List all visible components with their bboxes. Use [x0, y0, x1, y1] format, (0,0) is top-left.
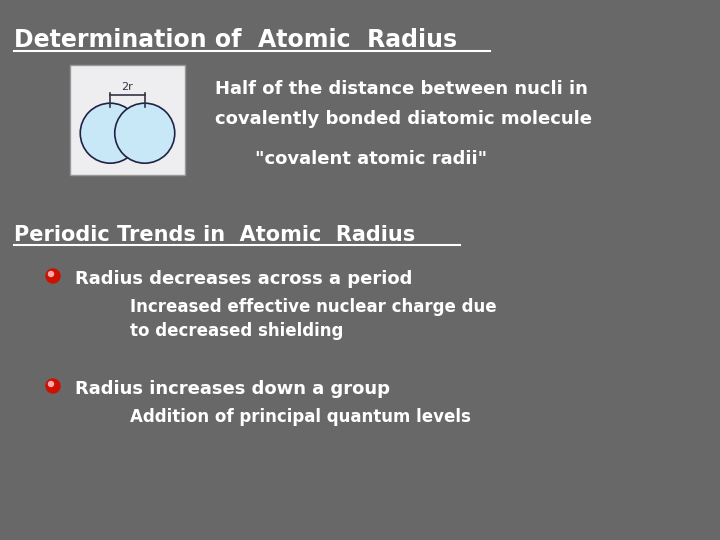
Text: Addition of principal quantum levels: Addition of principal quantum levels [130, 408, 471, 426]
Circle shape [80, 103, 140, 163]
Circle shape [46, 269, 60, 283]
Text: covalently bonded diatomic molecule: covalently bonded diatomic molecule [215, 110, 592, 128]
Text: Half of the distance between nucli in: Half of the distance between nucli in [215, 80, 588, 98]
Text: to decreased shielding: to decreased shielding [130, 322, 343, 340]
Circle shape [114, 103, 175, 163]
FancyBboxPatch shape [70, 65, 185, 175]
Text: Periodic Trends in  Atomic  Radius: Periodic Trends in Atomic Radius [14, 225, 415, 245]
Text: "covalent atomic radii": "covalent atomic radii" [255, 150, 487, 168]
Text: Increased effective nuclear charge due: Increased effective nuclear charge due [130, 298, 497, 316]
Text: Radius increases down a group: Radius increases down a group [75, 380, 390, 398]
Text: 2r: 2r [122, 82, 133, 92]
Circle shape [48, 272, 53, 276]
Circle shape [46, 379, 60, 393]
Text: Radius decreases across a period: Radius decreases across a period [75, 270, 413, 288]
Text: Determination of  Atomic  Radius: Determination of Atomic Radius [14, 28, 457, 52]
Circle shape [48, 381, 53, 387]
